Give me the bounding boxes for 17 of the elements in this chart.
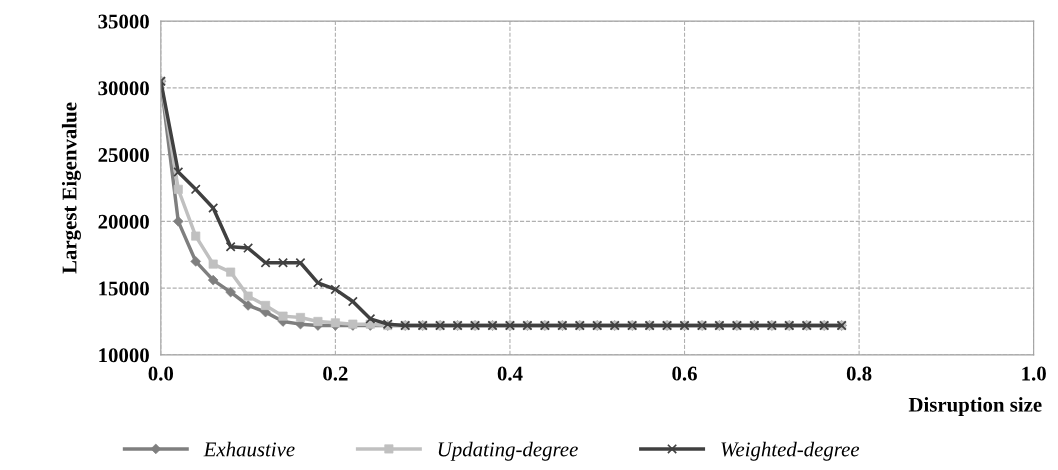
x-tick-label: 0.8 bbox=[846, 366, 872, 381]
y-tick-label: 30000 bbox=[98, 81, 149, 96]
y-tick-label: 20000 bbox=[98, 214, 149, 229]
legend-label: Updating-degree bbox=[438, 441, 578, 461]
x-axis-title: Disruption size bbox=[908, 397, 1042, 416]
y-tick-label: 10000 bbox=[99, 348, 149, 363]
x-tick-label: 0.2 bbox=[323, 366, 348, 381]
legend-label: Exhaustive bbox=[203, 441, 295, 457]
y-tick-label: 35000 bbox=[98, 14, 149, 29]
y-tick-label: 25000 bbox=[98, 148, 149, 163]
y-axis-title: Largest Eigenvalue bbox=[61, 102, 81, 274]
x-tick-label: 1.0 bbox=[1022, 366, 1046, 381]
legend-label: Weighted-degree bbox=[721, 441, 860, 461]
x-tick-label: 0.4 bbox=[497, 366, 523, 381]
x-tick-label: 0.6 bbox=[672, 366, 697, 381]
y-tick-label: 15000 bbox=[99, 281, 149, 296]
x-tick-label: 0.0 bbox=[148, 366, 174, 381]
